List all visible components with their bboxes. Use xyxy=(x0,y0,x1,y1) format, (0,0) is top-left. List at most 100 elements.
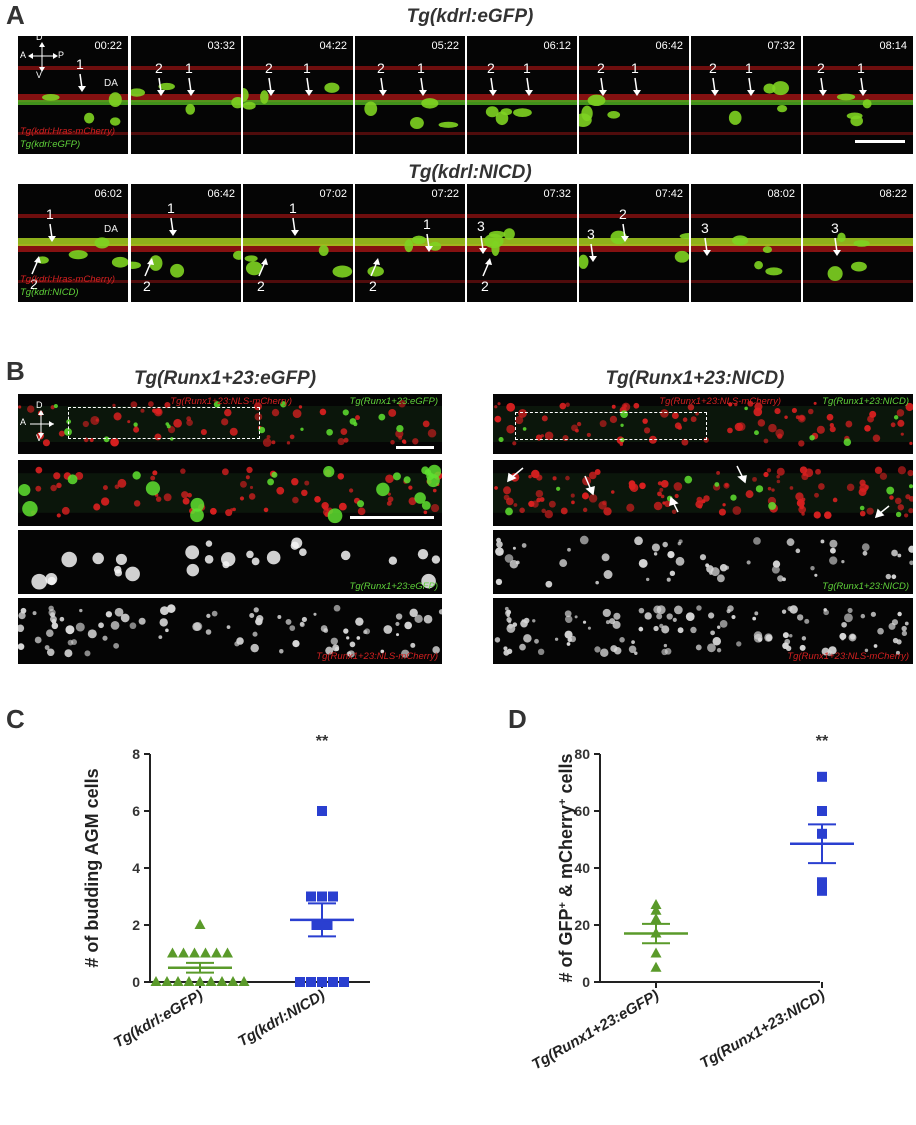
cell-number-label: 2 xyxy=(709,60,717,76)
data-point xyxy=(317,806,327,816)
y-tick-label: 60 xyxy=(574,803,590,819)
cell-number-label: 1 xyxy=(857,60,865,76)
panel-b-right-mcherry-gray: Tg(Runx1+23:NLS-mCherry) xyxy=(493,598,913,664)
timelapse-frame: 07:32 2 1 xyxy=(691,36,801,154)
timelapse-frame: 07:02 1 2 xyxy=(243,184,353,302)
cell-number-label: 2 xyxy=(265,60,273,76)
cell-number-label: 3 xyxy=(831,220,839,236)
data-point xyxy=(317,977,327,987)
cell-number-label: 1 xyxy=(167,200,175,216)
scale-bar xyxy=(350,516,434,519)
significance-label: ** xyxy=(816,733,829,750)
data-point xyxy=(200,947,211,958)
y-axis-label: # of budding AGM cells xyxy=(82,768,102,967)
arrow-icon xyxy=(489,77,497,96)
timelapse-frame: 05:22 2 1 xyxy=(355,36,465,154)
panel-b-left-overview: Tg(Runx1+23:NLS-mCherry) Tg(Runx1+23:eGF… xyxy=(18,394,442,454)
arrow-icon xyxy=(633,77,641,96)
data-point xyxy=(183,976,195,986)
data-point xyxy=(650,961,662,972)
data-point xyxy=(650,947,662,958)
cell-number-label: 1 xyxy=(185,60,193,76)
panel-a-letter: A xyxy=(6,0,25,30)
x-tick-label: Tg(Runx1+23:NICD) xyxy=(697,987,828,1072)
data-point xyxy=(817,771,827,782)
data-point xyxy=(339,977,349,987)
data-point xyxy=(328,891,338,902)
data-point xyxy=(211,947,222,958)
panel-a-row1-title: Tg(kdrl:eGFP) xyxy=(406,6,534,27)
arrow-icon xyxy=(267,77,275,96)
data-point xyxy=(227,976,239,986)
timestamp-label: 06:12 xyxy=(543,40,571,52)
arrow-icon xyxy=(747,77,755,96)
cell-number-label: 1 xyxy=(76,56,84,72)
timestamp-label: 06:42 xyxy=(655,40,683,52)
y-tick-label: 40 xyxy=(574,860,590,876)
timestamp-label: 07:42 xyxy=(655,188,683,200)
arrow-icon xyxy=(157,77,165,96)
y-tick-label: 6 xyxy=(132,803,140,819)
arrow-icon xyxy=(370,258,380,277)
cell-number-label: 2 xyxy=(487,60,495,76)
chart-c: 0 2 4 6 8 Tg(kdrl:eGFP) Tg(kdrl:NICD) ** # of bu… xyxy=(82,733,370,1052)
arrow-icon xyxy=(187,77,195,96)
significance-label: ** xyxy=(316,733,329,750)
panel-b-right-title: Tg(Runx1+23:NICD) xyxy=(605,368,785,389)
legend-red-label: Tg(kdrl:Hras-mCherry) xyxy=(20,274,115,285)
data-point xyxy=(178,947,189,958)
arrow-icon xyxy=(379,77,387,96)
scale-bar xyxy=(855,140,905,143)
timelapse-frame: 08:22 3 xyxy=(803,184,913,302)
timelapse-frame: 03:32 2 1 xyxy=(131,36,241,154)
panel-b-left-mcherry-gray: Tg(Runx1+23:NLS-mCherry) xyxy=(18,598,442,664)
arrow-icon xyxy=(419,77,427,96)
x-tick-label: Tg(kdrl:eGFP) xyxy=(111,987,206,1052)
cell-number-label: 2 xyxy=(597,60,605,76)
timestamp-label: 03:32 xyxy=(207,40,235,52)
data-point xyxy=(222,947,233,958)
arrow-icon xyxy=(859,77,867,96)
data-point xyxy=(317,891,327,902)
timestamp-label: 05:22 xyxy=(431,40,459,52)
arrow-icon xyxy=(599,77,607,96)
orientation-compass-a: D V A P xyxy=(20,32,65,80)
arrow-icon xyxy=(31,256,41,275)
arrow-icon xyxy=(291,217,299,236)
cell-number-label: 1 xyxy=(46,206,54,222)
panel-b-left-zoom-merge xyxy=(18,460,442,526)
timestamp-label: 06:02 xyxy=(94,188,122,200)
data-point xyxy=(306,891,316,902)
arrow-icon xyxy=(703,237,711,256)
timestamp-label: 08:02 xyxy=(767,188,795,200)
cell-number-label: 2 xyxy=(619,206,627,222)
legend-green-label: Tg(kdrl:eGFP) xyxy=(20,139,81,150)
data-point xyxy=(205,976,217,986)
y-tick-label: 80 xyxy=(574,746,590,762)
data-point xyxy=(322,920,333,930)
arrow-icon xyxy=(305,77,313,96)
zoom-region-box xyxy=(68,407,260,439)
timelapse-frame: 08:14 2 1 xyxy=(803,36,913,154)
panel-b-left-gfp-gray: Tg(Runx1+23:eGFP) xyxy=(18,530,442,594)
arrow-icon xyxy=(711,77,719,96)
cell-number-label: 2 xyxy=(257,278,265,294)
y-tick-label: 0 xyxy=(582,974,590,990)
y-tick-label: 0 xyxy=(132,974,140,990)
data-point xyxy=(189,947,200,958)
data-point xyxy=(161,976,173,986)
x-tick-label: Tg(Runx1+23:eGFP) xyxy=(529,987,662,1074)
data-point xyxy=(306,977,316,987)
arrow-icon xyxy=(819,77,827,96)
timelapse-frame: 06:42 2 1 xyxy=(579,36,689,154)
arrow-icon xyxy=(169,217,177,236)
y-axis-label: # of GFP+ & mCherry+ cells xyxy=(556,754,576,983)
cell-number-label: 1 xyxy=(523,60,531,76)
panel-a-row2-title: Tg(kdrl:NICD) xyxy=(408,162,532,183)
arrow-icon xyxy=(425,233,433,252)
cell-number-label: 1 xyxy=(417,60,425,76)
timelapse-frame: 07:22 1 2 xyxy=(355,184,465,302)
arrow-icon xyxy=(621,223,629,242)
timestamp-label: 07:32 xyxy=(543,188,571,200)
orientation-compass-b: D A V xyxy=(20,400,58,443)
